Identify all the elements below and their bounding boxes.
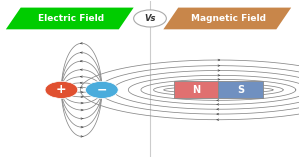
Text: S: S [237, 85, 244, 95]
Text: Vs: Vs [144, 14, 156, 23]
Polygon shape [164, 8, 291, 29]
Circle shape [85, 81, 118, 98]
Circle shape [45, 81, 78, 98]
Text: +: + [56, 83, 67, 96]
Text: −: − [97, 83, 107, 96]
FancyBboxPatch shape [174, 81, 218, 98]
FancyBboxPatch shape [218, 81, 263, 98]
Circle shape [134, 10, 166, 27]
Text: Electric Field: Electric Field [38, 14, 104, 23]
Text: Magnetic Field: Magnetic Field [191, 14, 266, 23]
Polygon shape [6, 8, 134, 29]
Text: N: N [192, 85, 200, 95]
